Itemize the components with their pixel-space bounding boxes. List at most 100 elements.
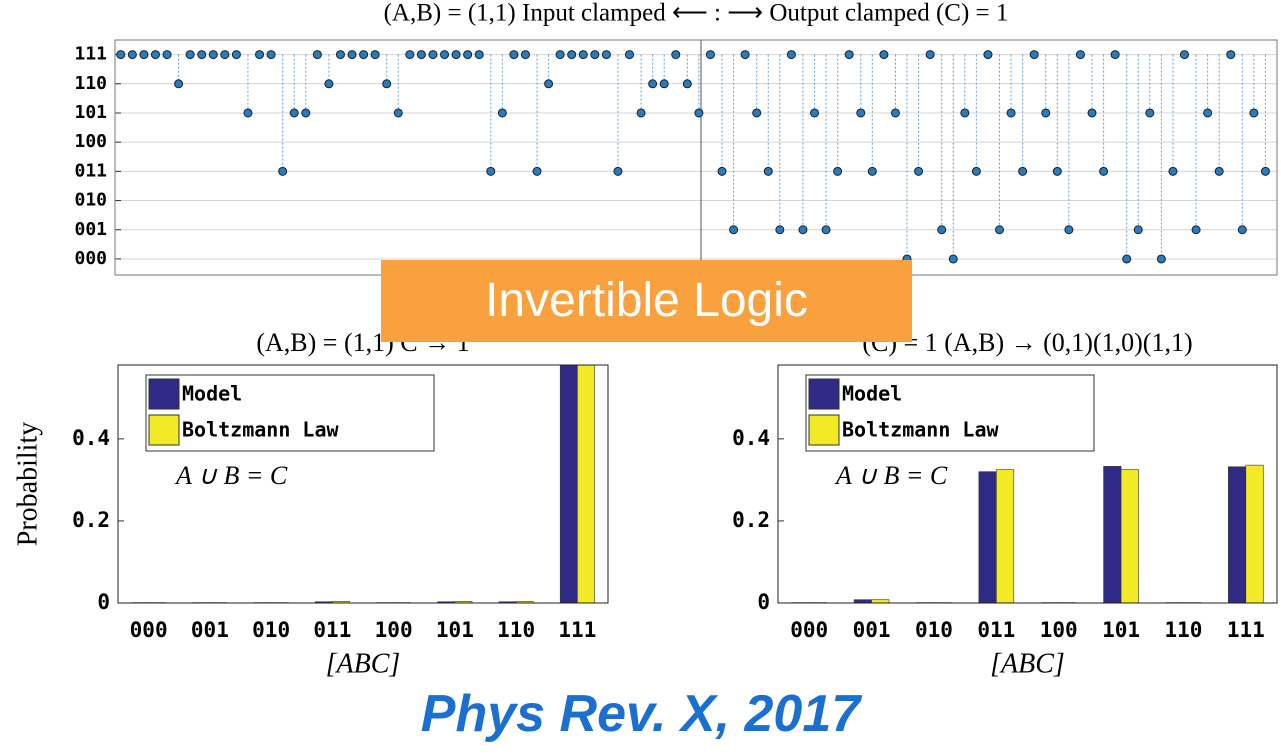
x-tick-label: 000: [790, 618, 828, 642]
legend-swatch: [808, 414, 840, 446]
y-tick-label: 0.4: [72, 426, 110, 450]
point: [682, 79, 692, 89]
point: [1237, 225, 1247, 235]
point: [555, 50, 565, 60]
annotation: A ∪ B = C: [834, 461, 948, 490]
point: [451, 50, 461, 60]
point: [983, 50, 993, 60]
legend-swatch: [808, 378, 840, 410]
point: [1168, 166, 1178, 176]
point: [185, 50, 195, 60]
point: [867, 166, 877, 176]
y-tick-label: 111: [74, 44, 107, 65]
point: [520, 50, 530, 60]
point: [960, 108, 970, 118]
y-tick-label: 0: [757, 590, 770, 614]
point: [763, 166, 773, 176]
point: [139, 50, 149, 60]
x-axis-label: [ABC]: [990, 648, 1065, 679]
point: [775, 225, 785, 235]
point: [255, 50, 265, 60]
point: [382, 79, 392, 89]
point: [671, 50, 681, 60]
point: [208, 50, 218, 60]
point: [324, 79, 334, 89]
x-tick-label: 101: [1102, 618, 1140, 642]
x-tick-label: 101: [436, 618, 474, 642]
x-tick-label: 110: [497, 618, 535, 642]
y-tick-label: 110: [74, 73, 107, 94]
x-tick-label: 111: [1227, 618, 1265, 642]
citation: Phys Rev. X, 2017: [420, 685, 861, 743]
point: [497, 108, 507, 118]
point: [1006, 108, 1016, 118]
point: [601, 50, 611, 60]
point: [1156, 254, 1166, 264]
point: [833, 166, 843, 176]
point: [174, 79, 184, 89]
y-tick-label: 101: [74, 102, 107, 123]
banner: Invertible Logic: [381, 260, 912, 342]
bar: [515, 601, 534, 603]
annotation: A ∪ B = C: [174, 461, 288, 490]
point: [532, 166, 542, 176]
point: [509, 50, 519, 60]
point: [659, 79, 669, 89]
y-tick-label: 0.4: [732, 426, 770, 450]
point: [1122, 254, 1132, 264]
point: [197, 50, 207, 60]
point: [335, 50, 345, 60]
point: [914, 166, 924, 176]
point: [370, 50, 380, 60]
x-tick-label: 010: [915, 618, 953, 642]
chart-title: (C) = 1 (A,B) → (0,1)(1,0)(1,1): [862, 328, 1192, 357]
x-axis-label: [ABC]: [326, 648, 401, 679]
bar: [454, 601, 473, 603]
legend-label: Boltzmann Law: [182, 418, 339, 442]
bar: [978, 471, 997, 603]
point: [474, 50, 484, 60]
point: [1145, 108, 1155, 118]
point: [786, 50, 796, 60]
x-tick-label: 111: [558, 618, 596, 642]
legend-label: Model: [842, 382, 902, 406]
x-tick-label: 011: [313, 618, 351, 642]
plot-frame: [117, 364, 609, 604]
bar: [1120, 469, 1139, 603]
legend-label: Boltzmann Law: [842, 418, 999, 442]
point: [578, 50, 588, 60]
point: [1214, 166, 1224, 176]
point: [347, 50, 357, 60]
point: [393, 108, 403, 118]
point: [856, 108, 866, 118]
y-axis-label: Probability: [12, 422, 43, 546]
point: [162, 50, 172, 60]
point: [1226, 50, 1236, 60]
x-tick-label: 000: [130, 618, 168, 642]
bar: [1245, 464, 1264, 603]
point: [359, 50, 369, 60]
bar: [996, 469, 1015, 603]
legend-box: [805, 374, 1095, 452]
point: [1203, 108, 1213, 118]
point: [1075, 50, 1085, 60]
point: [844, 50, 854, 60]
point: [1180, 50, 1190, 60]
bar: [332, 601, 350, 603]
point: [636, 108, 646, 118]
y-tick-label: 0: [97, 590, 110, 614]
point: [440, 50, 450, 60]
point: [278, 166, 288, 176]
point: [220, 50, 230, 60]
point: [127, 50, 137, 60]
x-tick-label: 100: [1040, 618, 1078, 642]
point: [463, 50, 473, 60]
point: [266, 50, 276, 60]
point: [752, 108, 762, 118]
x-tick-label: 010: [252, 618, 290, 642]
plot-frame: [777, 364, 1278, 604]
point: [312, 50, 322, 60]
point: [798, 225, 808, 235]
point: [648, 79, 658, 89]
